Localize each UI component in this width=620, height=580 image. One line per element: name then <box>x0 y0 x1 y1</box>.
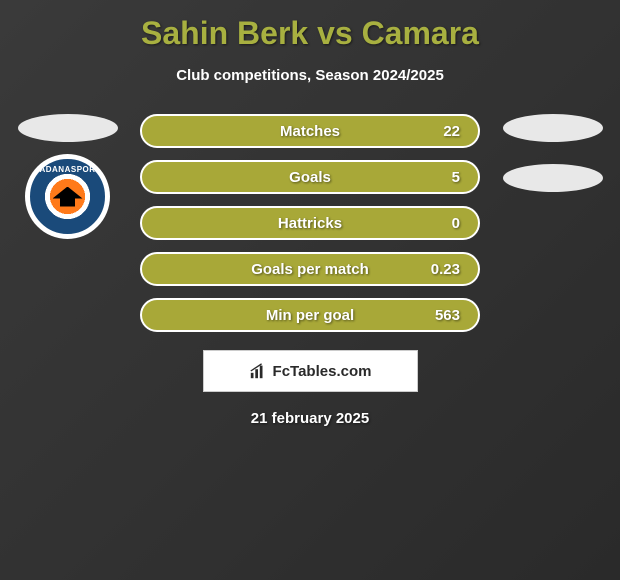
page-title: Sahin Berk vs Camara <box>141 15 479 52</box>
left-player-placeholder <box>18 114 118 142</box>
stat-value: 22 <box>443 123 460 140</box>
stat-value: 0 <box>452 215 460 232</box>
stat-bar-goals-per-match: Goals per match 0.23 <box>140 252 480 286</box>
left-player-column: ADANASPOR <box>15 114 120 239</box>
right-player-placeholder-2 <box>503 164 603 192</box>
footer-brand-text: FcTables.com <box>273 363 372 380</box>
stat-bar-min-per-goal: Min per goal 563 <box>140 298 480 332</box>
right-player-column <box>500 114 605 192</box>
stat-bar-goals: Goals 5 <box>140 160 480 194</box>
footer-badge[interactable]: FcTables.com <box>203 350 418 392</box>
chart-icon <box>249 362 267 380</box>
stats-column: Matches 22 Goals 5 Hattricks 0 Goals per… <box>140 114 480 332</box>
stat-value: 0.23 <box>431 261 460 278</box>
stat-label: Goals <box>289 169 331 186</box>
stat-label: Matches <box>280 123 340 140</box>
stat-value: 5 <box>452 169 460 186</box>
left-club-badge: ADANASPOR <box>25 154 110 239</box>
stat-label: Goals per match <box>251 261 369 278</box>
main-container: Sahin Berk vs Camara Club competitions, … <box>0 0 620 442</box>
badge-bird-icon <box>53 187 83 207</box>
stat-value: 563 <box>435 307 460 324</box>
date-text: 21 february 2025 <box>251 410 369 427</box>
right-player-placeholder-1 <box>503 114 603 142</box>
stat-label: Hattricks <box>278 215 342 232</box>
stat-bar-hattricks: Hattricks 0 <box>140 206 480 240</box>
badge-inner: ADANASPOR <box>30 159 105 234</box>
subtitle: Club competitions, Season 2024/2025 <box>176 67 444 84</box>
stat-bar-matches: Matches 22 <box>140 114 480 148</box>
badge-club-name: ADANASPOR <box>39 165 95 174</box>
content-row: ADANASPOR Matches 22 Goals 5 Hattricks 0… <box>0 114 620 332</box>
stat-label: Min per goal <box>266 307 354 324</box>
